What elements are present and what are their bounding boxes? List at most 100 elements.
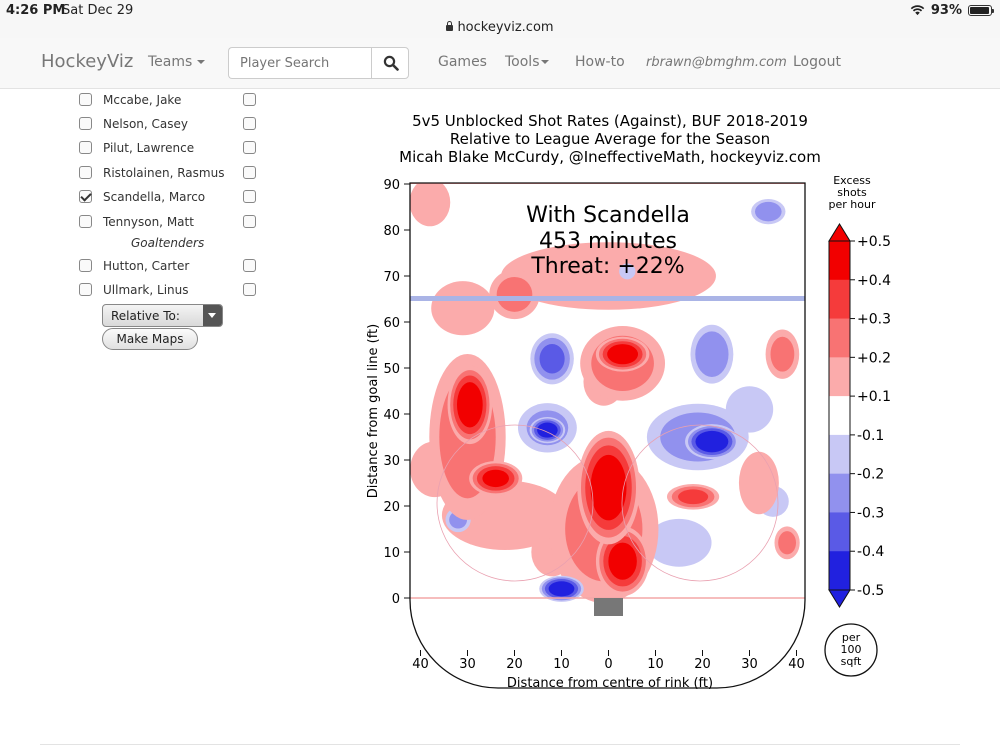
y-tick-label: 0 bbox=[392, 592, 400, 607]
heat-contour-positive bbox=[666, 484, 720, 510]
wifi-icon bbox=[910, 5, 925, 16]
x-tick-label: 20 bbox=[506, 657, 523, 672]
brand-link[interactable]: HockeyViz bbox=[41, 51, 134, 72]
player-without-checkbox[interactable] bbox=[243, 215, 256, 228]
colorbar-max-arrow bbox=[828, 223, 851, 242]
colorbar-band bbox=[829, 396, 850, 436]
heat-contour-positive bbox=[439, 375, 496, 499]
heat-contour-positive bbox=[671, 486, 715, 508]
goalie-without-checkbox[interactable] bbox=[243, 259, 256, 272]
player-row: Pilut, Lawrence bbox=[0, 138, 300, 158]
heat-contour-positive bbox=[410, 183, 451, 227]
heat-contour-positive bbox=[595, 336, 650, 372]
heat-contour-negative bbox=[445, 507, 471, 533]
y-axis-label: Distance from goal line (ft) bbox=[366, 324, 381, 498]
y-tick-label: 20 bbox=[383, 500, 400, 515]
heat-contour-positive bbox=[410, 441, 460, 498]
heat-contour-negative bbox=[725, 386, 774, 433]
make-maps-button[interactable]: Make Maps bbox=[102, 328, 198, 350]
colorbar-tick-label: +0.2 bbox=[857, 350, 891, 366]
player-with-checkbox[interactable] bbox=[79, 141, 92, 154]
annotation-minutes: 453 minutes bbox=[539, 229, 677, 254]
heat-contour-positive bbox=[599, 530, 646, 592]
heat-contour-positive bbox=[678, 489, 709, 505]
annotation-threat: Threat: +22% bbox=[530, 254, 684, 279]
heat-contour-negative bbox=[751, 199, 786, 225]
search-button[interactable] bbox=[371, 47, 409, 79]
heat-contour-negative bbox=[691, 428, 733, 455]
faceoff-circle-right bbox=[621, 424, 779, 582]
y-tick-label: 10 bbox=[383, 546, 400, 561]
tools-menu[interactable]: Tools bbox=[505, 54, 549, 70]
player-search-input[interactable] bbox=[228, 47, 372, 79]
heat-contour-negative bbox=[695, 331, 729, 377]
colorbar-tick-label: +0.3 bbox=[857, 312, 891, 328]
colorbar-min-arrow bbox=[828, 589, 851, 608]
colorbar-title-line3: per hour bbox=[829, 198, 876, 211]
heat-contour-positive bbox=[778, 531, 797, 555]
heat-contour-negative bbox=[660, 412, 736, 462]
player-row: Mccabe, Jake bbox=[0, 90, 300, 110]
colorbar-band bbox=[829, 434, 850, 475]
player-row: Nelson, Casey bbox=[0, 114, 300, 134]
heat-contour-positive bbox=[450, 370, 490, 440]
colorbar-band bbox=[829, 473, 850, 513]
games-link[interactable]: Games bbox=[438, 54, 487, 70]
heat-contour-negative bbox=[534, 420, 561, 440]
logout-link[interactable]: Logout bbox=[793, 54, 841, 70]
footer-divider bbox=[40, 744, 960, 745]
relative-to-select[interactable]: Relative To: bbox=[102, 304, 223, 327]
unit-badge-line3: sqft bbox=[841, 655, 862, 668]
x-tick-label: 0 bbox=[604, 657, 612, 672]
address-bar[interactable]: hockeyviz.com bbox=[0, 21, 1000, 38]
heat-contour-positive bbox=[585, 445, 632, 530]
heat-contour-positive bbox=[591, 335, 654, 391]
chevron-down-icon bbox=[203, 305, 222, 326]
annotation-player: With Scandella bbox=[526, 203, 690, 228]
player-with-checkbox[interactable] bbox=[79, 166, 92, 179]
unit-badge-line1: per bbox=[842, 631, 861, 644]
chart-title-line3: Micah Blake McCurdy, @IneffectiveMath, h… bbox=[399, 148, 821, 166]
x-tick-label: 10 bbox=[553, 657, 570, 672]
lock-icon bbox=[446, 21, 454, 31]
colorbar-tick-label: -0.3 bbox=[857, 505, 884, 521]
heat-contour-positive bbox=[608, 542, 637, 580]
player-without-checkbox[interactable] bbox=[243, 93, 256, 106]
heat-contour-negative bbox=[690, 324, 734, 384]
player-without-checkbox[interactable] bbox=[243, 166, 256, 179]
player-with-checkbox[interactable] bbox=[79, 215, 92, 228]
y-tick-label: 80 bbox=[383, 224, 400, 239]
unit-badge-line2: 100 bbox=[841, 643, 862, 656]
heat-contour-positive bbox=[765, 329, 800, 379]
goalie-without-checkbox[interactable] bbox=[243, 283, 256, 296]
faceoff-circle-left bbox=[436, 424, 594, 582]
player-without-checkbox[interactable] bbox=[243, 141, 256, 154]
goalie-with-checkbox[interactable] bbox=[79, 283, 92, 296]
chevron-down-icon bbox=[540, 60, 549, 64]
goalie-with-checkbox[interactable] bbox=[79, 259, 92, 272]
user-email-link[interactable]: rbrawn@bmghm.com bbox=[646, 55, 787, 70]
y-tick-label: 50 bbox=[383, 362, 400, 377]
teams-label: Teams bbox=[148, 54, 193, 70]
heat-contour-positive bbox=[441, 480, 569, 550]
player-with-checkbox-checked[interactable] bbox=[79, 190, 92, 203]
player-with-checkbox[interactable] bbox=[79, 117, 92, 130]
howto-link[interactable]: How-to bbox=[575, 54, 625, 70]
heat-contour-positive bbox=[447, 365, 493, 445]
heat-contour-negative bbox=[695, 430, 729, 453]
teams-menu[interactable]: Teams bbox=[148, 54, 206, 70]
status-time: 4:26 PM bbox=[6, 3, 66, 18]
colorbar-tick-label: -0.4 bbox=[857, 544, 884, 560]
player-with-checkbox[interactable] bbox=[79, 93, 92, 106]
heat-contour-negative bbox=[646, 518, 712, 567]
x-tick-label: 20 bbox=[694, 657, 711, 672]
x-axis-label: Distance from centre of rink (ft) bbox=[507, 676, 713, 691]
goalie-row: Hutton, Carter bbox=[0, 256, 300, 276]
heat-contour-positive bbox=[590, 454, 627, 521]
player-row: Scandella, Marco bbox=[0, 187, 300, 207]
heat-contour-positive bbox=[599, 338, 647, 370]
player-without-checkbox[interactable] bbox=[243, 190, 256, 203]
player-without-checkbox[interactable] bbox=[243, 117, 256, 130]
goalie-name: Hutton, Carter bbox=[103, 259, 190, 273]
heat-contour-negative bbox=[539, 575, 584, 602]
